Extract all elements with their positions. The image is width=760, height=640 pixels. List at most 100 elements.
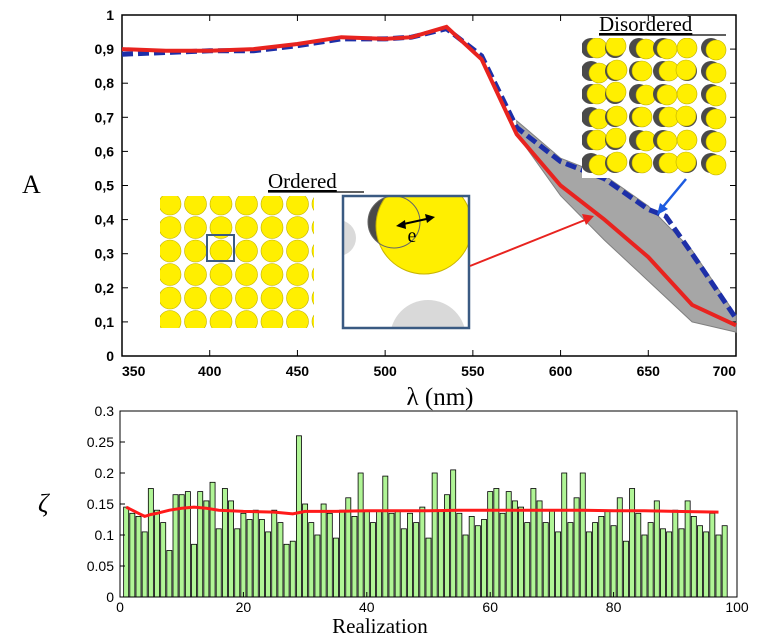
bottom-y-tick-label: 0.1 xyxy=(95,527,115,543)
lattice-particle xyxy=(676,38,698,59)
top-x-tick-label: 350 xyxy=(122,363,146,379)
ordered-pointer-arrowhead xyxy=(582,214,594,225)
zoom-neighbor-particle xyxy=(391,300,465,327)
realization-bar xyxy=(703,531,710,598)
realization-bar xyxy=(653,500,660,598)
lattice-particle xyxy=(635,130,657,152)
lattice-particle xyxy=(184,263,207,286)
bottom-x-tick-label: 20 xyxy=(236,599,252,615)
realization-bar xyxy=(228,500,234,598)
lattice-particle xyxy=(209,286,233,310)
lattice-particle xyxy=(260,286,284,310)
bottom-y-tick-label: 0.05 xyxy=(87,558,114,574)
lattice-particle xyxy=(676,129,698,151)
realization-bar xyxy=(481,519,487,598)
lattice-particle xyxy=(184,196,207,216)
lattice-particle xyxy=(605,81,627,103)
lattice-particle xyxy=(311,220,314,235)
lattice-particle xyxy=(235,263,258,286)
realization-bar xyxy=(561,472,568,598)
realization-bar xyxy=(376,509,383,598)
realization-bar xyxy=(468,516,475,598)
lattice-particle xyxy=(184,286,207,310)
lattice-particle xyxy=(312,334,334,356)
realization-bar xyxy=(623,540,629,598)
lattice-particle xyxy=(656,84,678,106)
realization-bar xyxy=(221,488,228,598)
realization-bar xyxy=(308,522,315,598)
top-x-tick-label: 550 xyxy=(461,363,485,379)
realization-bar xyxy=(598,516,605,598)
realization-bar xyxy=(474,525,481,598)
bottom-y-tick-label: 0.15 xyxy=(87,496,114,512)
lattice-particle xyxy=(209,239,233,263)
realization-bar xyxy=(592,522,599,598)
realization-bar xyxy=(123,506,130,598)
realization-bar xyxy=(413,522,420,598)
realization-bar xyxy=(672,509,679,598)
lattice-particle xyxy=(631,106,653,128)
lattice-particle xyxy=(209,216,233,239)
zoom-selection-box xyxy=(206,234,235,262)
top-x-tick-label: 500 xyxy=(373,363,397,379)
realization-bar xyxy=(542,522,549,598)
realization-bar xyxy=(511,500,518,598)
top-y-tick-label: 0,1 xyxy=(95,314,115,330)
zoom-original-outline xyxy=(367,197,421,249)
disordered-lattice-bg xyxy=(582,38,728,178)
lattice-particle xyxy=(286,310,309,328)
bottom-x-axis-label: Realization xyxy=(332,614,428,638)
lattice-particle xyxy=(184,216,207,239)
zoom-yellow-particle xyxy=(375,197,468,275)
top-y-tick-label: 0,7 xyxy=(95,109,115,125)
bottom-x-tick-label: 40 xyxy=(359,599,375,615)
top-y-tick-label: 1 xyxy=(106,7,114,23)
lattice-particle xyxy=(675,151,697,173)
bottom-y-tick-label: 0 xyxy=(106,589,114,605)
realization-bar xyxy=(715,534,722,598)
realization-bar xyxy=(555,531,561,598)
realization-bar xyxy=(135,516,142,598)
realization-bar xyxy=(530,488,537,598)
lattice-particle xyxy=(311,197,314,211)
lattice-particle xyxy=(311,314,314,328)
lattice-particle xyxy=(184,239,207,263)
running-average-line xyxy=(125,505,719,519)
bottom-y-ticks: 0 0.05 0.1 0.15 0.2 0.25 0.3 xyxy=(87,403,125,605)
bottom-y-tick-label: 0.25 xyxy=(87,434,114,450)
lattice-particle xyxy=(286,263,309,286)
top-y-ticks: 0 0,1 0,2 0,3 0,4 0,5 0,6 0,7 0,8 0,9 1 xyxy=(95,7,736,364)
realization-bar xyxy=(382,475,389,598)
realization-bar xyxy=(462,534,469,598)
realization-bar xyxy=(302,503,309,598)
realization-bar xyxy=(524,522,531,598)
lattice-particle xyxy=(635,38,657,60)
realization-bar xyxy=(499,512,506,598)
top-y-tick-label: 0,2 xyxy=(95,280,115,296)
realization-bar xyxy=(567,522,574,598)
bottom-x-tick-label: 80 xyxy=(606,599,622,615)
realization-bar xyxy=(431,472,438,598)
realization-bar xyxy=(295,435,302,598)
lattice-particle xyxy=(209,263,233,286)
top-y-tick-label: 0 xyxy=(106,348,114,364)
lattice-particle xyxy=(260,239,284,263)
lattice-particle xyxy=(675,105,697,127)
bottom-x-tick-label: 100 xyxy=(725,599,749,615)
top-x-tick-label: 400 xyxy=(198,363,222,379)
bottom-x-tick-label: 60 xyxy=(482,599,498,615)
lattice-particle xyxy=(210,334,232,356)
realization-bar xyxy=(326,512,333,598)
ordered-pointer-arrow xyxy=(469,219,586,267)
lattice-particle xyxy=(676,83,698,105)
top-x-ticks: 350 400 450 500 550 600 650 700 xyxy=(121,15,737,379)
bottom-y-tick-label: 0.3 xyxy=(95,403,115,419)
top-x-tick-label: 450 xyxy=(286,363,310,379)
realization-bar xyxy=(283,543,290,598)
realization-bar xyxy=(191,543,197,598)
lattice-particle xyxy=(635,84,657,106)
lattice-particle xyxy=(705,39,727,61)
lattice-particle xyxy=(260,263,284,286)
ordered-lattice xyxy=(160,196,334,356)
